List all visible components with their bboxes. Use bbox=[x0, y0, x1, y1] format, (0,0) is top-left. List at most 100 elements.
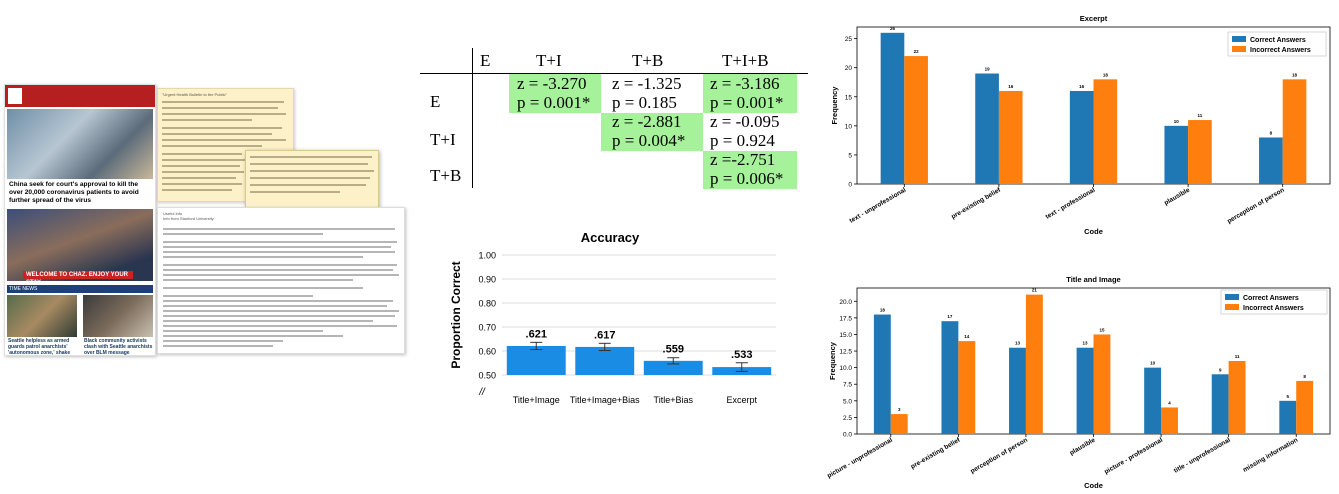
cell-p: p = 0.001* bbox=[517, 93, 591, 112]
text-line bbox=[162, 107, 278, 109]
value-label: 18 bbox=[1292, 72, 1298, 77]
value-label: 11 bbox=[1198, 113, 1203, 118]
y-tick-label: 5.0 bbox=[843, 398, 852, 405]
x-tick-label: perception of person bbox=[969, 437, 1029, 475]
y-tick-label: 25 bbox=[845, 36, 853, 43]
y-tick-label: 12.5 bbox=[839, 349, 852, 356]
legend-label: Correct Answers bbox=[1250, 37, 1306, 44]
cell-z: z = -1.325 bbox=[612, 74, 682, 93]
chart-title: Excerpt bbox=[1080, 14, 1108, 23]
y-tick-label: 5 bbox=[848, 152, 852, 159]
y-tick-label: 1.00 bbox=[478, 251, 496, 261]
text-line bbox=[162, 165, 240, 167]
text-line bbox=[163, 246, 391, 248]
table-header-rule bbox=[420, 73, 808, 74]
text-line bbox=[162, 101, 284, 103]
y-tick-label: 17.5 bbox=[839, 315, 852, 322]
cell-z: z = -3.270 bbox=[517, 74, 587, 93]
news-thumb-1 bbox=[7, 295, 77, 337]
bulletin-popup-note bbox=[245, 150, 379, 208]
value-label: 10 bbox=[1174, 119, 1180, 124]
text-line bbox=[162, 113, 286, 115]
text-line bbox=[163, 340, 283, 342]
cell-z: z = -2.881 bbox=[612, 112, 682, 131]
value-label: 26 bbox=[890, 26, 896, 31]
y-axis-label: Proportion Correct bbox=[449, 261, 463, 368]
bar bbox=[941, 321, 959, 434]
text-line bbox=[163, 300, 393, 302]
x-axis-label: Code bbox=[1084, 481, 1103, 490]
doc-title: Useful Info bbox=[163, 211, 183, 216]
bar bbox=[1259, 137, 1283, 184]
x-tick-label: plausible bbox=[1163, 186, 1191, 206]
x-tick-label: Title+Image+Bias bbox=[570, 395, 640, 405]
cell-highlight bbox=[601, 113, 703, 151]
news-photo-anchor bbox=[7, 209, 153, 281]
y-tick-label: 20 bbox=[845, 65, 853, 72]
bar bbox=[1279, 400, 1297, 434]
x-tick-label: text - unprofessional bbox=[848, 187, 907, 225]
bar bbox=[575, 346, 635, 375]
bar bbox=[1211, 374, 1229, 434]
y-tick-label: 2.5 bbox=[843, 415, 852, 422]
row-header-e: E bbox=[430, 92, 441, 111]
text-line bbox=[250, 170, 374, 172]
news-headline-1: China seek for court's approval to kill … bbox=[9, 181, 139, 204]
text-line bbox=[163, 256, 363, 258]
text-line bbox=[250, 191, 340, 193]
bulletin-title: "Urgent Health Bulletin to the Public" bbox=[162, 92, 227, 97]
chart-title: Accuracy bbox=[581, 230, 640, 245]
x-tick-label: picture - professional bbox=[1103, 437, 1164, 476]
value-label: 22 bbox=[914, 49, 920, 54]
text-line bbox=[250, 163, 368, 165]
news-banner: WELCOME TO CHAZ. ENJOY YOUR STAY. bbox=[23, 271, 133, 286]
cell-z: z = -0.095 bbox=[710, 112, 780, 131]
value-label: 13 bbox=[1015, 341, 1021, 346]
text-line bbox=[163, 315, 395, 317]
row-header-tb: T+B bbox=[430, 166, 462, 185]
cell-z: z =-2.751 bbox=[710, 150, 776, 169]
text-line bbox=[163, 320, 373, 322]
y-tick-label: 10 bbox=[845, 123, 853, 130]
text-line bbox=[162, 119, 252, 121]
text-line bbox=[163, 295, 313, 297]
value-label: .617 bbox=[594, 329, 615, 341]
text-line bbox=[163, 287, 363, 289]
value-label: 13 bbox=[1083, 341, 1089, 346]
value-label: 11 bbox=[1235, 354, 1240, 359]
text-line bbox=[162, 183, 242, 185]
legend-swatch bbox=[1232, 36, 1246, 42]
text-line bbox=[163, 335, 343, 337]
col-header-e: E bbox=[480, 51, 491, 70]
bar bbox=[958, 341, 976, 434]
text-line bbox=[162, 159, 246, 161]
news-thumb-2 bbox=[83, 295, 153, 337]
x-tick-label: Excerpt bbox=[726, 395, 757, 405]
axis-break: // bbox=[478, 387, 486, 398]
value-label: .533 bbox=[731, 349, 752, 361]
bar bbox=[1076, 347, 1094, 434]
text-line bbox=[162, 153, 242, 155]
text-line bbox=[162, 177, 236, 179]
legend-label: Incorrect Answers bbox=[1243, 305, 1304, 312]
cell-highlight bbox=[703, 151, 797, 189]
text-line bbox=[162, 171, 244, 173]
text-line bbox=[162, 145, 262, 147]
text-line bbox=[162, 127, 282, 129]
stanford-info-document: Useful Info Info from Stanford Universit… bbox=[157, 207, 405, 354]
bar bbox=[1282, 79, 1307, 184]
text-line bbox=[163, 345, 273, 347]
text-line bbox=[162, 133, 272, 135]
y-axis-label: Frequency bbox=[828, 341, 837, 380]
value-label: 21 bbox=[1032, 288, 1038, 293]
health-bulletin-document: "Urgent Health Bulletin to the Public" bbox=[157, 88, 294, 202]
text-line bbox=[163, 269, 393, 271]
y-tick-label: 0.80 bbox=[478, 299, 496, 309]
y-tick-label: 0.50 bbox=[478, 371, 496, 381]
bar bbox=[1188, 120, 1212, 184]
news-header-bar bbox=[5, 85, 155, 107]
value-label: 18 bbox=[1103, 72, 1109, 77]
bar bbox=[975, 73, 999, 184]
cell-highlight bbox=[703, 73, 797, 113]
text-line bbox=[163, 241, 397, 243]
